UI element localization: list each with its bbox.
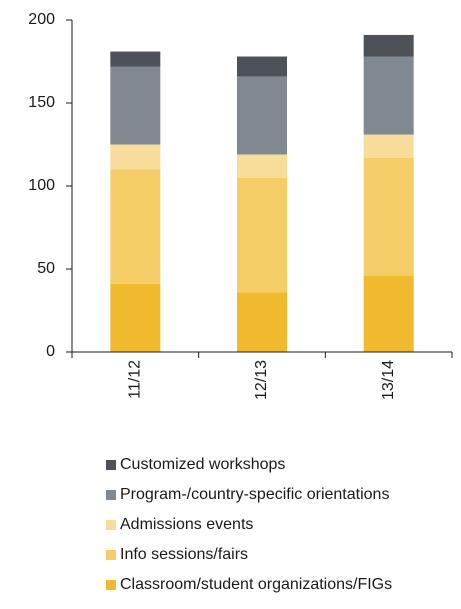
bar-segment	[363, 134, 414, 158]
legend-swatch	[106, 460, 116, 470]
bar-segment	[237, 177, 287, 293]
legend-label: Program-/country-specific orientations	[120, 486, 389, 503]
legend-swatch	[106, 580, 116, 590]
legend-swatch	[106, 490, 116, 500]
legend-label: Admissions events	[120, 516, 253, 533]
x-tick-label: 12/13	[253, 360, 270, 400]
bar-segment	[110, 66, 161, 145]
legend-swatch	[106, 550, 116, 560]
bar-segment	[110, 169, 161, 284]
y-tick-label: 150	[28, 94, 55, 111]
x-tick-label: 13/14	[380, 360, 397, 400]
bar-segment	[237, 56, 287, 77]
legend-label: Customized workshops	[120, 456, 285, 473]
bar-segment	[363, 34, 414, 57]
y-tick-label: 200	[28, 11, 55, 28]
bar-segment	[110, 144, 161, 170]
bar-segment	[363, 157, 414, 276]
bar-segment	[110, 51, 161, 67]
bar-segment	[237, 76, 287, 155]
y-tick-label: 100	[28, 177, 55, 194]
legend-swatch	[106, 520, 116, 530]
bar-segment	[363, 56, 414, 135]
legend-label: Classroom/student organizations/FIGs	[120, 576, 392, 593]
y-tick-label: 0	[46, 343, 55, 360]
y-tick-label: 50	[37, 260, 55, 277]
bar-segment	[363, 275, 414, 352]
bar-segment	[237, 292, 287, 352]
x-tick-label: 11/12	[127, 360, 144, 399]
bar-segment	[237, 154, 287, 178]
legend-label: Info sessions/fairs	[120, 546, 248, 563]
bar-segment	[110, 283, 161, 352]
